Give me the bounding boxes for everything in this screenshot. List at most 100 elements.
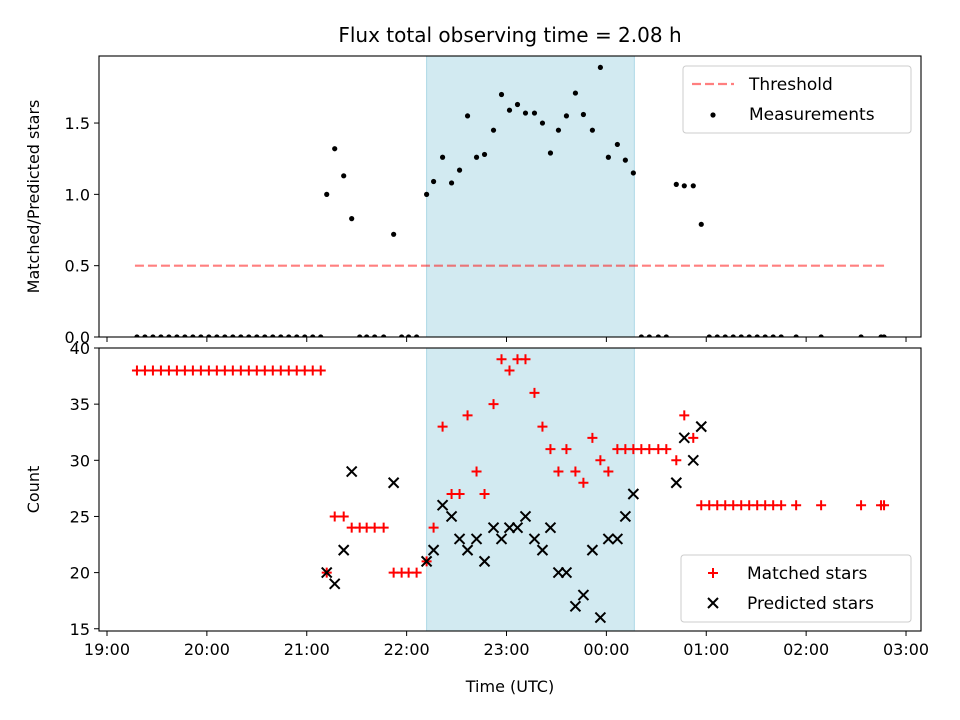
predicted-star-point [670, 477, 683, 489]
predicted-star-point [478, 555, 491, 568]
y-tick-label: 1.5 [65, 114, 90, 133]
matched-star-point [488, 399, 499, 410]
measurement-point [166, 334, 172, 337]
measurement-point [778, 334, 784, 337]
series-matched-stars [131, 354, 890, 578]
legend-measurements-label: Measurements [749, 105, 875, 125]
measurement-point [448, 180, 455, 186]
matched-star-point [587, 432, 598, 443]
measurement-point [818, 334, 824, 337]
predicted-star-point [594, 611, 607, 624]
predicted-star-point [560, 566, 573, 579]
measurement-point [762, 334, 768, 337]
matched-star-point [537, 421, 548, 432]
measurement-point [357, 334, 363, 337]
measurement-point [681, 183, 687, 189]
measurement-point [364, 334, 370, 337]
measurement-point [246, 334, 252, 337]
x-tick-label: 01:00 [683, 640, 729, 659]
matched-star-point [454, 488, 465, 499]
measurement-point [563, 113, 570, 119]
measurement-point [706, 334, 712, 337]
measurement-point [182, 334, 188, 337]
axes-frame [98, 347, 922, 632]
legend-box [680, 554, 912, 623]
measurement-point [498, 91, 505, 98]
measurement-point [439, 154, 446, 160]
predicted-star-point [695, 420, 707, 433]
matched-star-point [776, 500, 787, 511]
series-predicted-stars [321, 420, 707, 624]
measurement-point [414, 334, 420, 337]
predicted-star-point [337, 544, 350, 556]
predicted-star-point [445, 510, 458, 523]
axes-frame [98, 55, 922, 338]
measurement-point [150, 334, 156, 337]
measurement-point [555, 127, 562, 133]
matched-star-point [520, 354, 531, 365]
observing-window-shade [426, 55, 635, 338]
x-tick-label: 23:00 [483, 640, 529, 659]
predicted-star-point [687, 454, 699, 467]
matched-star-point [661, 444, 672, 455]
bottom-legend: Matched stars Predicted stars [680, 554, 912, 623]
matched-star-point [479, 488, 490, 499]
measurement-point [597, 64, 603, 71]
measurement-point [456, 167, 463, 173]
measurement-point [262, 334, 268, 337]
measurement-point [206, 334, 212, 337]
measurement-point [174, 334, 180, 337]
measurement-point [310, 334, 316, 337]
predicted-star-point [569, 600, 582, 613]
measurement-point [391, 231, 397, 237]
matched-star-point [679, 410, 690, 421]
predicted-star-point [387, 477, 400, 489]
measurement-point [663, 334, 669, 337]
measurement-point [349, 216, 355, 222]
matched-star-point [553, 466, 564, 477]
legend-matched-swatch [708, 568, 718, 578]
measurement-point [324, 191, 330, 197]
measurement-point [464, 113, 471, 119]
predicted-star-point [345, 465, 358, 478]
legend-measurements-swatch [710, 112, 716, 118]
matched-star-point [338, 511, 349, 522]
measurement-point [214, 334, 220, 337]
measurement-point [881, 334, 887, 337]
x-tick-label: 20:00 [184, 640, 230, 659]
top-legend: Threshold Measurements [682, 65, 912, 134]
measurement-point [589, 127, 595, 133]
matched-star-point [816, 500, 827, 511]
measurement-point [134, 334, 140, 337]
x-tick-label: 02:00 [783, 640, 829, 659]
measurement-point [646, 334, 652, 337]
y-tick-label: 35 [70, 395, 90, 414]
predicted-star-point [321, 566, 333, 579]
legend-predicted-label: Predicted stars [747, 594, 874, 614]
measurement-point [142, 334, 148, 337]
x-tick-label: 22:00 [384, 640, 430, 659]
measurement-point [754, 334, 760, 337]
matched-star-point [578, 477, 589, 488]
measurement-point [630, 170, 636, 176]
matched-star-point [595, 455, 606, 466]
matched-star-point [603, 466, 614, 477]
measurement-point [722, 334, 728, 337]
predicted-star-point [453, 533, 466, 545]
measurement-point [514, 101, 521, 108]
predicted-star-point [528, 533, 541, 545]
matched-star-point [329, 511, 340, 522]
measurement-point [730, 334, 736, 337]
measurement-point [372, 334, 378, 337]
measurement-point [424, 191, 430, 197]
measurement-point [318, 334, 324, 337]
predicted-star-point [611, 533, 624, 545]
measurement-point [506, 107, 513, 113]
measurement-point [341, 173, 347, 179]
measurement-point [638, 334, 644, 337]
y-tick-label: 1.0 [65, 185, 90, 204]
predicted-star-point [536, 544, 549, 556]
measurement-point [614, 141, 620, 148]
measurement-point [746, 334, 752, 337]
measurement-point [770, 334, 776, 337]
